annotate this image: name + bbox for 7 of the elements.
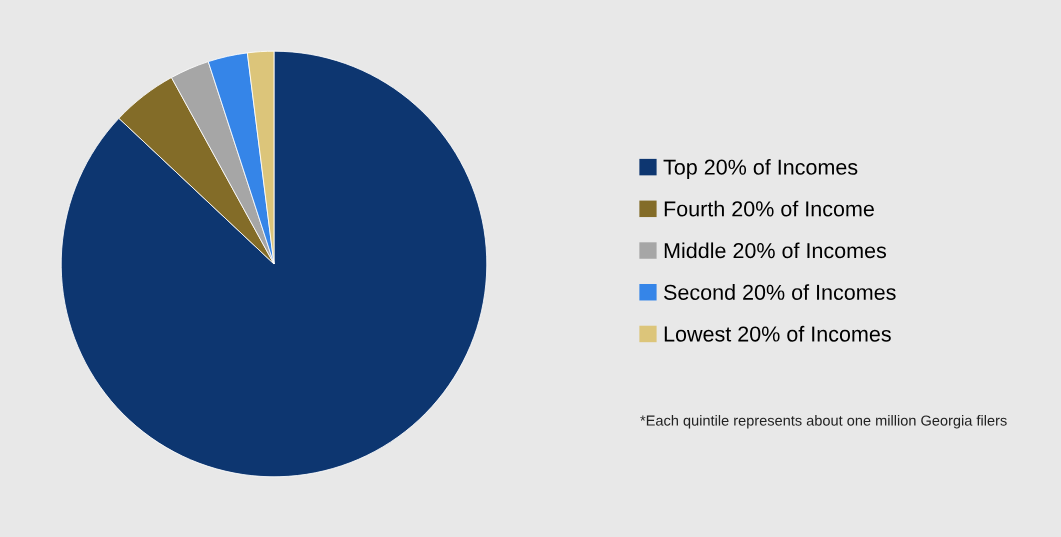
legend-label: Second 20% of Incomes: [664, 284, 896, 300]
legend-label: Top 20% of Incomes: [663, 159, 858, 180]
legend-label: Middle 20% of Incomes: [664, 242, 887, 259]
pie-slice: [60, 50, 488, 478]
legend-label: Lowest 20% of Incomes: [664, 325, 891, 342]
legend-label: Fourth 20% of Income: [664, 200, 874, 217]
text: *Each quintile represents about one million Georgia filers: [640, 415, 1007, 429]
